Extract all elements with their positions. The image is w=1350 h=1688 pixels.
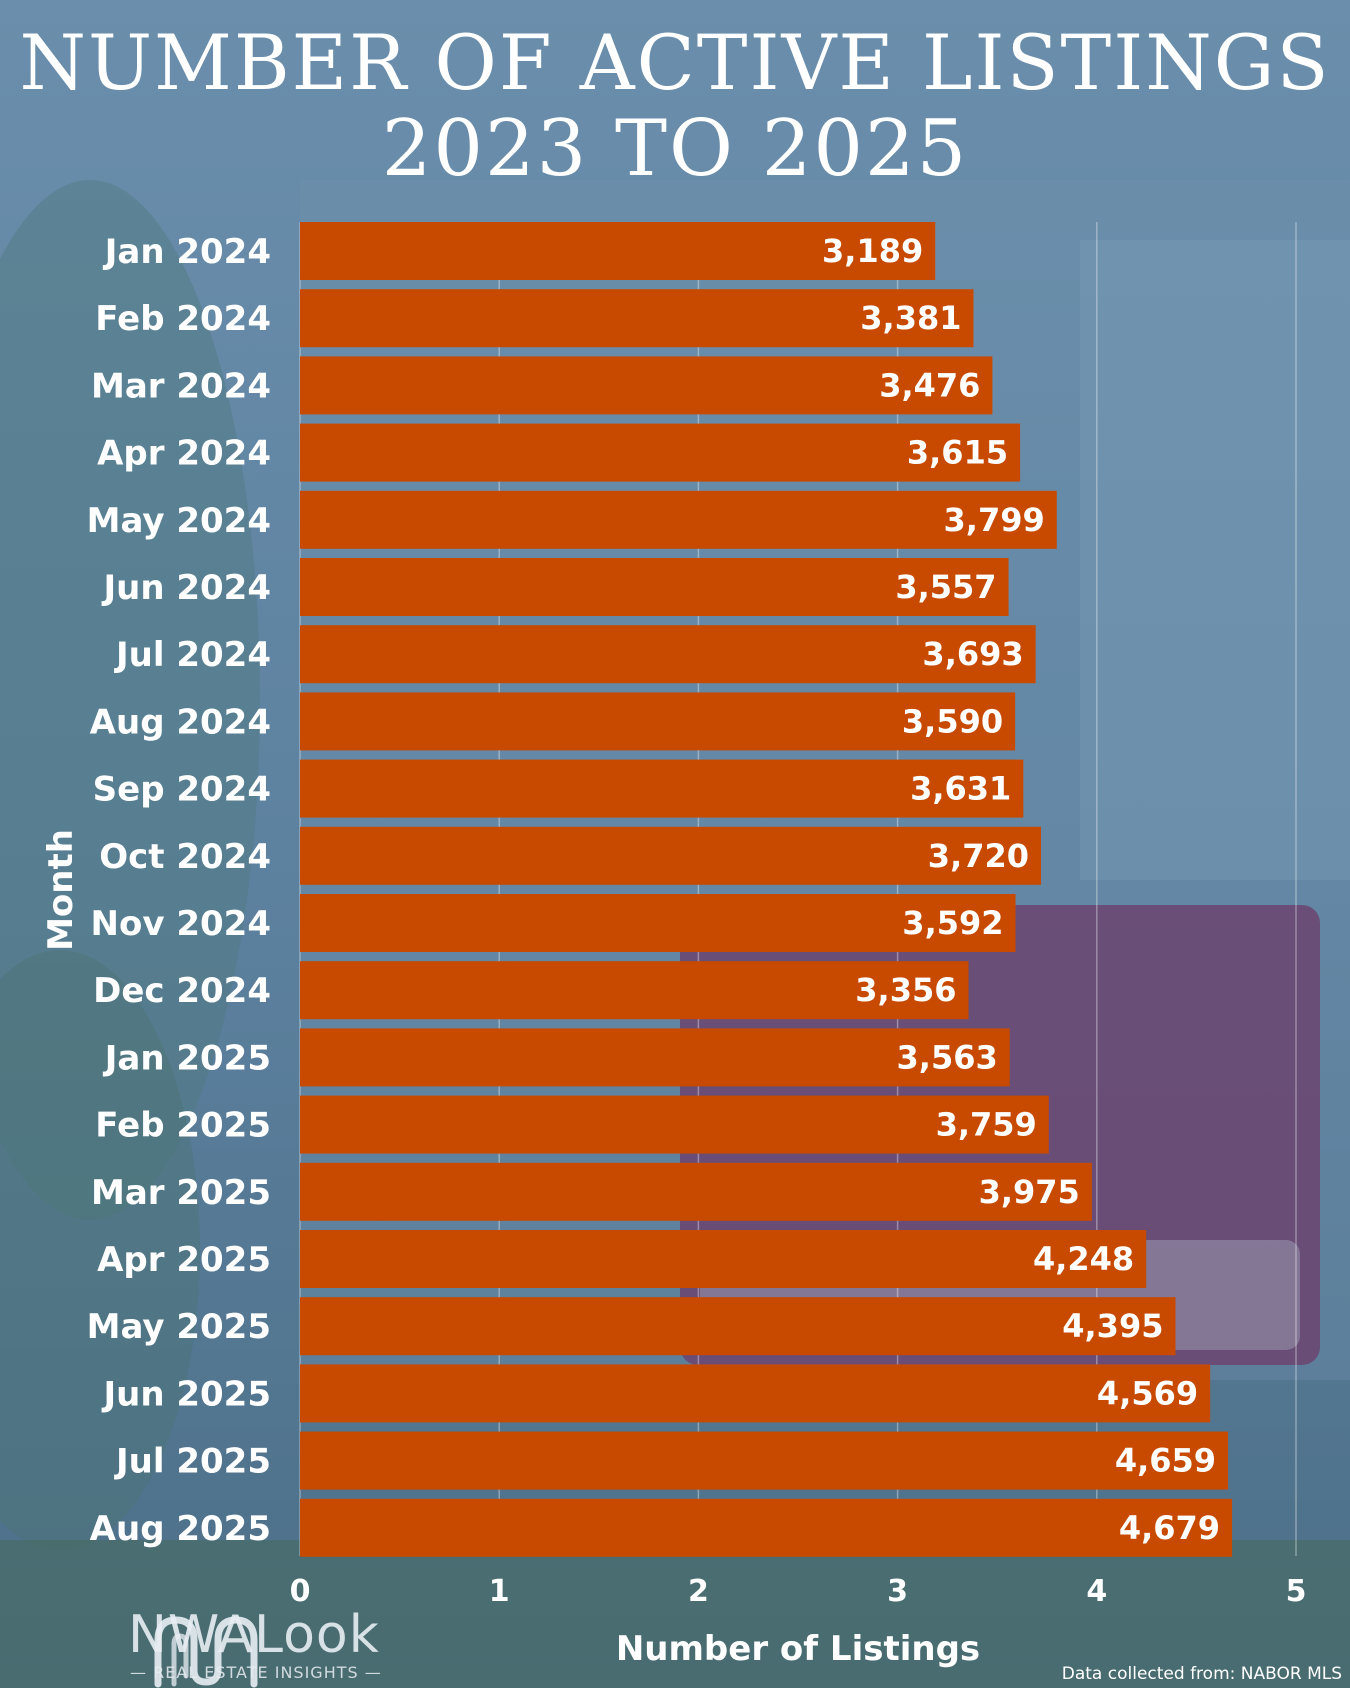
value-labels: 3,189 3,381 3,476 3,615 3,799 3,557 3,693 3,590…	[822, 232, 1220, 1547]
data-source-note: Data collected from: NABOR MLS	[1061, 1664, 1342, 1684]
bar	[300, 894, 1016, 952]
chart-title-line-1: NUMBER OF ACTIVE LISTINGS	[19, 18, 1331, 107]
category-label: Dec 2024	[93, 971, 271, 1011]
category-label: Apr 2025	[97, 1240, 271, 1280]
value-label: 4,395	[1062, 1307, 1163, 1345]
bar	[300, 625, 1036, 684]
x-tick-labels: 0 1 2 3 4 5	[290, 1574, 1307, 1609]
category-label: Apr 2024	[97, 434, 271, 474]
category-label: Jun 2024	[101, 568, 271, 608]
bar	[300, 1297, 1176, 1356]
logo-brand-text: NWALook	[128, 1605, 380, 1665]
bar	[300, 1431, 1229, 1490]
category-label: Oct 2024	[99, 837, 271, 877]
x-axis-title: Number of Listings	[616, 1629, 980, 1669]
logo-tagline: — REAL ESTATE INSIGHTS —	[130, 1663, 382, 1682]
x-tick-label: 0	[290, 1574, 311, 1609]
x-tick-label: 1	[489, 1574, 510, 1609]
nwalook-logo-icon	[154, 1616, 258, 1688]
bar	[300, 1162, 1092, 1221]
category-label: Jul 2024	[114, 635, 271, 675]
value-label: 4,659	[1115, 1442, 1216, 1480]
bars	[300, 222, 1233, 1557]
category-label: Jan 2024	[103, 232, 271, 272]
bar	[300, 423, 1021, 482]
value-label: 3,975	[979, 1173, 1080, 1211]
value-label: 3,381	[860, 299, 961, 337]
bar	[300, 1095, 1049, 1154]
bar	[300, 490, 1057, 549]
value-label: 3,631	[910, 770, 1011, 808]
category-label: Feb 2025	[95, 1106, 271, 1146]
value-label: 4,569	[1097, 1374, 1198, 1412]
bar	[300, 1498, 1233, 1557]
value-label: 3,615	[907, 434, 1008, 472]
bar	[300, 1364, 1211, 1423]
x-tick-label: 5	[1286, 1574, 1307, 1609]
category-label: May 2024	[87, 501, 271, 541]
value-label: 3,592	[902, 904, 1003, 942]
value-label: 3,799	[944, 501, 1045, 539]
value-label: 3,693	[922, 635, 1023, 673]
value-label: 3,720	[928, 837, 1029, 875]
x-tick-label: 4	[1086, 1574, 1107, 1609]
category-label: Sep 2024	[93, 770, 271, 810]
category-label: Aug 2025	[90, 1509, 271, 1549]
x-tick-label: 3	[887, 1574, 908, 1609]
bar	[300, 692, 1016, 751]
y-axis-title: Month	[41, 829, 81, 951]
value-label: 3,476	[879, 366, 980, 404]
category-label: Nov 2024	[91, 904, 271, 944]
value-label: 3,590	[902, 702, 1003, 740]
bar	[300, 356, 993, 415]
chart-title-line-2: 2023 TO 2025	[381, 104, 969, 194]
x-tick-label: 2	[688, 1574, 709, 1609]
category-label: Aug 2024	[90, 702, 271, 742]
value-label: 3,557	[895, 568, 996, 606]
category-label: Jul 2025	[114, 1442, 271, 1482]
category-label: Jun 2025	[101, 1374, 271, 1414]
bar	[300, 558, 1009, 616]
category-label: Jan 2025	[103, 1038, 271, 1078]
category-label: Feb 2024	[95, 299, 271, 339]
value-label: 3,759	[936, 1106, 1037, 1144]
gridlines	[299, 222, 1297, 1556]
bar	[300, 289, 974, 348]
value-label: 4,248	[1033, 1240, 1134, 1278]
value-label: 3,356	[855, 971, 956, 1009]
value-label: 3,189	[822, 232, 923, 270]
category-label: May 2025	[87, 1307, 271, 1347]
bar	[300, 1230, 1147, 1288]
bar	[300, 1028, 1010, 1087]
bar	[300, 961, 969, 1020]
value-label: 3,563	[897, 1038, 998, 1076]
bar	[300, 826, 1042, 885]
bar	[300, 759, 1024, 818]
bar	[300, 222, 936, 280]
category-label: Mar 2024	[91, 366, 271, 406]
value-label: 4,679	[1119, 1509, 1220, 1547]
category-labels: Jan 2024 Feb 2024 Mar 2024 Apr 2024 May 2024…	[87, 232, 271, 1549]
category-label: Mar 2025	[91, 1173, 271, 1213]
